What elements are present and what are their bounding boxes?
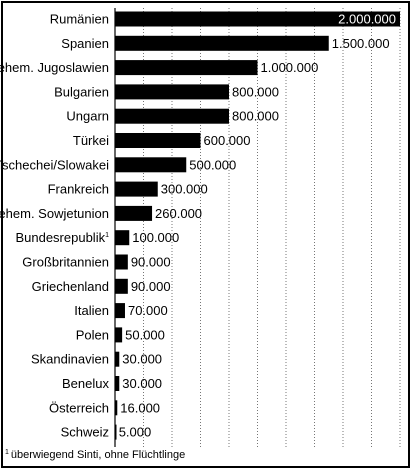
category-label: Frankreich <box>48 182 109 197</box>
bar-1 <box>115 35 329 51</box>
bar-0 <box>115 11 400 27</box>
category-label: Griechenland <box>32 279 109 294</box>
value-label: 50.000 <box>125 327 165 342</box>
category-label: Rumänien <box>50 12 109 27</box>
bar-5 <box>115 133 201 148</box>
value-label: 1.500.000 <box>332 36 390 51</box>
bar-7 <box>115 181 158 197</box>
bar-12 <box>115 303 125 319</box>
category-label: ehem. Sowjetunion <box>0 206 109 221</box>
value-label: 800.000 <box>232 84 279 99</box>
value-label: 90.000 <box>131 255 171 270</box>
bar-3 <box>115 84 229 100</box>
value-label: 90.000 <box>131 279 171 294</box>
value-label: 300.000 <box>161 182 208 197</box>
bar-17 <box>115 424 117 440</box>
chart-frame <box>1 1 410 468</box>
bar-16 <box>115 400 118 416</box>
value-label: 5.000 <box>119 425 152 440</box>
category-label: Türkei <box>73 133 109 148</box>
bar-4 <box>115 108 229 124</box>
bar-6 <box>115 157 187 173</box>
category-label: ehem. Jugoslawien <box>0 60 109 75</box>
value-label: 16.000 <box>120 400 160 415</box>
category-label: Tschechei/Slowakei <box>0 157 109 172</box>
value-label: 600.000 <box>204 133 251 148</box>
category-label: Benelux <box>62 376 109 391</box>
value-label: 2.000.000 <box>338 12 396 27</box>
bar-9 <box>115 230 130 246</box>
footnote: 1 überwiegend Sinti, ohne Flüchtlinge <box>5 449 185 461</box>
footnote-text: überwiegend Sinti, ohne Flüchtlinge <box>10 449 186 461</box>
bar-11 <box>115 278 128 294</box>
category-label: Schweiz <box>61 425 109 440</box>
bar-13 <box>115 327 123 343</box>
category-label: Italien <box>74 303 109 318</box>
value-label: 260.000 <box>155 206 202 221</box>
category-label: Skandinavien <box>31 352 109 367</box>
bar-2 <box>115 60 258 76</box>
bar-10 <box>115 254 128 270</box>
category-label: Bulgarien <box>54 84 109 99</box>
category-label: Bundesrepublik1 <box>15 230 109 245</box>
value-label: 500.000 <box>189 157 236 172</box>
bar-14 <box>115 351 120 367</box>
value-label: 1.000.000 <box>261 60 319 75</box>
footnote-marker: 1 <box>5 449 9 456</box>
category-label: Spanien <box>61 36 109 51</box>
value-label: 800.000 <box>232 109 279 124</box>
value-label: 70.000 <box>128 303 168 318</box>
value-label: 30.000 <box>122 376 162 391</box>
category-label: Österreich <box>49 400 109 415</box>
bar-8 <box>115 205 153 221</box>
value-label: 30.000 <box>122 352 162 367</box>
bar-15 <box>115 376 120 391</box>
category-label: Polen <box>76 327 109 342</box>
category-label: Großbritannien <box>22 255 109 270</box>
category-label: Ungarn <box>66 109 109 124</box>
value-label: 100.000 <box>132 230 179 245</box>
